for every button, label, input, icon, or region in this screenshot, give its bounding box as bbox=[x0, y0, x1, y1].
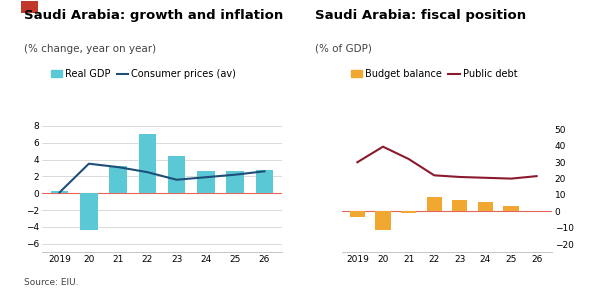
Bar bbox=[109, 166, 127, 193]
Legend: Real GDP, Consumer prices (av): Real GDP, Consumer prices (av) bbox=[47, 65, 240, 83]
Text: (% change, year on year): (% change, year on year) bbox=[24, 44, 156, 53]
Bar bbox=[452, 200, 467, 211]
Bar bbox=[80, 193, 98, 229]
Bar bbox=[427, 197, 442, 211]
Bar bbox=[51, 191, 68, 193]
Bar bbox=[168, 156, 185, 193]
Text: Saudi Arabia: fiscal position: Saudi Arabia: fiscal position bbox=[315, 9, 526, 22]
Bar bbox=[350, 211, 365, 217]
Bar bbox=[226, 171, 244, 193]
Bar bbox=[139, 134, 156, 193]
Bar bbox=[503, 206, 519, 211]
Text: Source: EIU.: Source: EIU. bbox=[24, 278, 79, 287]
Legend: Budget balance, Public debt: Budget balance, Public debt bbox=[347, 65, 521, 83]
Text: Saudi Arabia: growth and inflation: Saudi Arabia: growth and inflation bbox=[24, 9, 283, 22]
Bar bbox=[197, 171, 215, 193]
Text: (% of GDP): (% of GDP) bbox=[315, 44, 372, 53]
Bar bbox=[256, 170, 273, 193]
Bar bbox=[478, 202, 493, 211]
Bar bbox=[401, 211, 416, 213]
Bar bbox=[375, 211, 391, 230]
